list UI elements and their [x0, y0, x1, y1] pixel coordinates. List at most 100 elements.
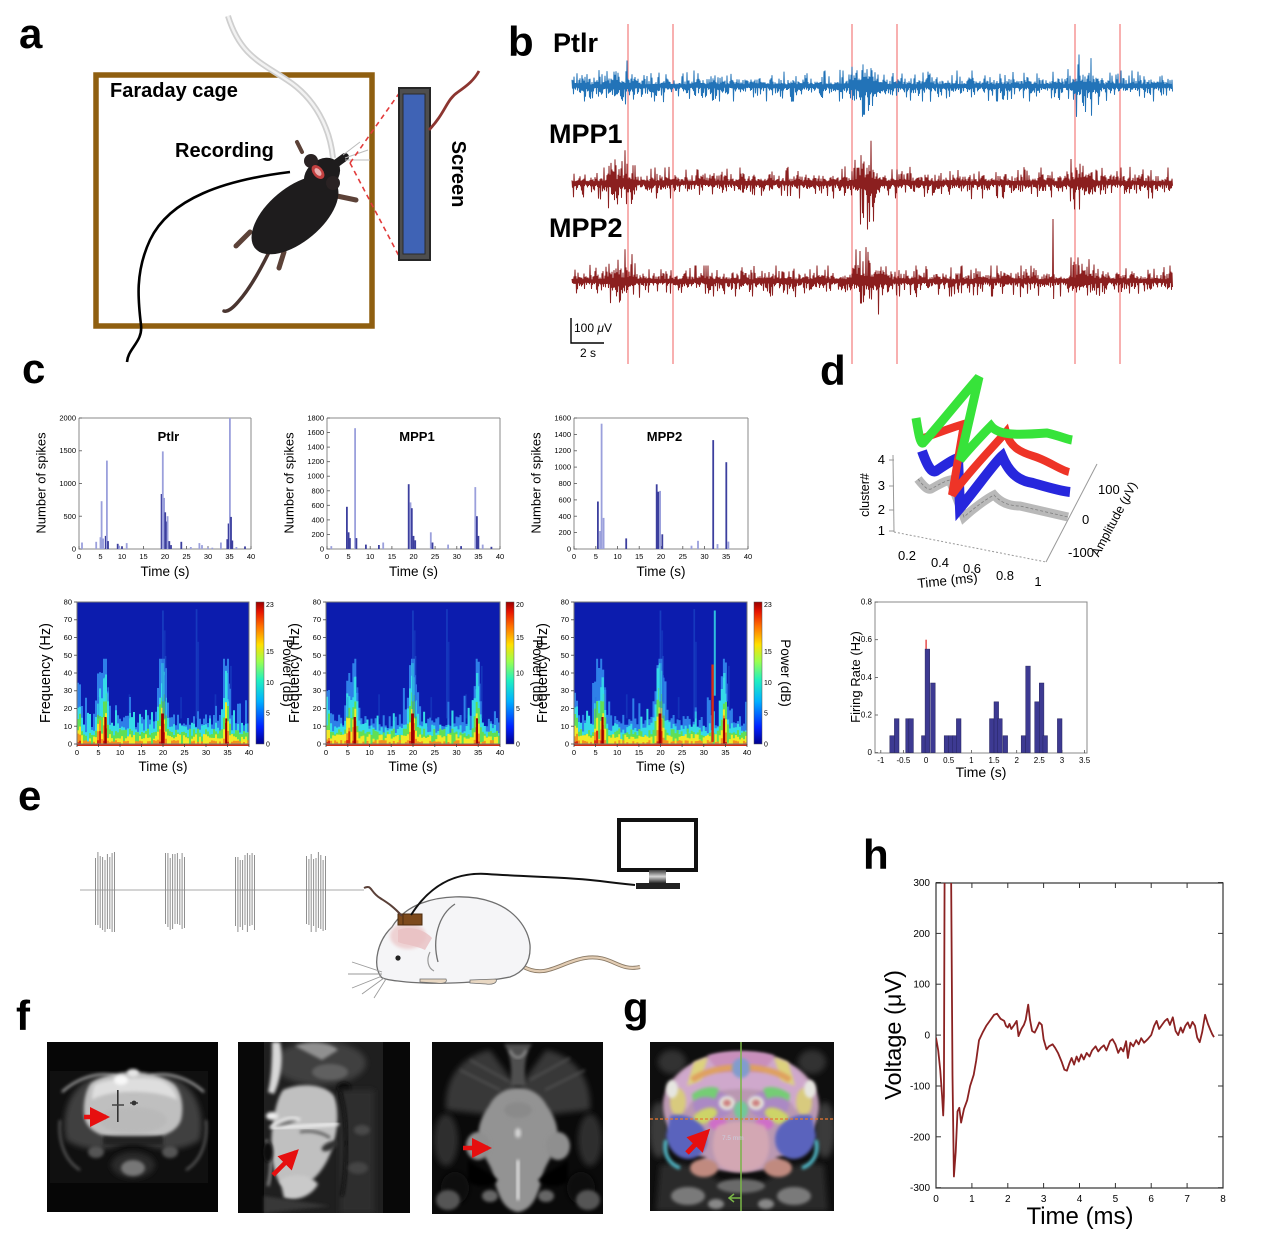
svg-text:0.8: 0.8 [861, 598, 873, 607]
svg-text:300: 300 [913, 878, 930, 889]
svg-text:70: 70 [313, 615, 321, 624]
svg-text:10: 10 [613, 748, 621, 757]
svg-text:Time (s): Time (s) [636, 759, 685, 774]
svg-text:3: 3 [1041, 1194, 1047, 1205]
svg-text:1: 1 [1034, 574, 1041, 589]
svg-text:5: 5 [516, 706, 520, 713]
svg-text:-1: -1 [877, 756, 885, 765]
svg-text:Time (ms): Time (ms) [917, 570, 978, 591]
svg-text:10: 10 [118, 552, 126, 561]
svg-text:500: 500 [63, 512, 76, 521]
svg-text:1: 1 [878, 523, 885, 538]
svg-text:0: 0 [565, 740, 569, 749]
svg-text:25: 25 [182, 552, 190, 561]
svg-text:1.5: 1.5 [988, 756, 1000, 765]
svg-text:f: f [16, 992, 31, 1039]
svg-text:20: 20 [161, 552, 169, 561]
svg-text:20: 20 [409, 748, 417, 757]
svg-text:1800: 1800 [307, 414, 324, 423]
svg-text:Time (ms): Time (ms) [1026, 1203, 1133, 1230]
svg-text:15: 15 [137, 748, 145, 757]
svg-text:0: 0 [868, 748, 873, 757]
svg-text:MPP2: MPP2 [647, 429, 682, 444]
svg-text:25: 25 [679, 552, 687, 561]
svg-text:50: 50 [561, 651, 569, 660]
svg-text:30: 30 [561, 686, 569, 695]
svg-text:Time (s): Time (s) [389, 759, 438, 774]
svg-text:Screen: Screen [447, 141, 469, 208]
svg-text:g: g [623, 984, 649, 1031]
svg-text:35: 35 [474, 552, 482, 561]
svg-text:2: 2 [1005, 1194, 1011, 1205]
svg-text:Frequency (Hz): Frequency (Hz) [38, 623, 54, 723]
svg-text:e: e [18, 772, 41, 819]
svg-text:10: 10 [313, 722, 321, 731]
svg-text:15: 15 [764, 649, 772, 656]
svg-text:30: 30 [700, 552, 708, 561]
svg-text:2000: 2000 [59, 414, 76, 423]
svg-text:0: 0 [924, 756, 929, 765]
svg-text:5: 5 [266, 711, 270, 718]
svg-text:5: 5 [96, 748, 100, 757]
svg-text:Number of spikes: Number of spikes [529, 432, 544, 534]
svg-text:20: 20 [409, 552, 417, 561]
svg-text:30: 30 [452, 748, 460, 757]
svg-text:20: 20 [657, 552, 665, 561]
svg-text:600: 600 [558, 495, 571, 504]
svg-text:1200: 1200 [554, 446, 571, 455]
svg-text:b: b [508, 18, 534, 65]
svg-text:0: 0 [924, 1031, 930, 1042]
svg-text:0: 0 [933, 1194, 939, 1205]
svg-text:10: 10 [516, 671, 524, 678]
svg-text:35: 35 [721, 748, 729, 757]
svg-text:100: 100 [1098, 482, 1120, 497]
svg-text:0: 0 [75, 748, 79, 757]
svg-text:2: 2 [1014, 756, 1019, 765]
svg-text:Time (s): Time (s) [139, 759, 188, 774]
svg-text:20: 20 [516, 602, 524, 609]
svg-text:1600: 1600 [307, 428, 324, 437]
svg-text:Faraday cage: Faraday cage [110, 80, 238, 102]
svg-text:10: 10 [365, 748, 373, 757]
svg-text:7.5 mm: 7.5 mm [722, 1135, 744, 1142]
svg-text:0: 0 [266, 742, 270, 749]
svg-text:Voltage (μV): Voltage (μV) [880, 970, 906, 1100]
svg-text:0: 0 [516, 742, 520, 749]
svg-text:Time (s): Time (s) [956, 764, 1007, 780]
svg-text:2: 2 [878, 502, 885, 517]
svg-text:0: 0 [325, 552, 329, 561]
svg-text:5: 5 [347, 552, 351, 561]
svg-text:5: 5 [346, 748, 350, 757]
svg-text:400: 400 [311, 515, 324, 524]
svg-text:35: 35 [474, 748, 482, 757]
svg-text:c: c [22, 345, 45, 392]
svg-text:800: 800 [558, 479, 571, 488]
svg-text:Firing Rate (Hz): Firing Rate (Hz) [848, 631, 863, 723]
svg-text:Frequency (Hz): Frequency (Hz) [535, 623, 551, 723]
svg-text:a: a [19, 10, 43, 57]
svg-text:Frequency (Hz): Frequency (Hz) [287, 623, 303, 723]
svg-text:800: 800 [311, 486, 324, 495]
svg-text:23: 23 [764, 602, 772, 609]
svg-text:0: 0 [1082, 512, 1089, 527]
svg-text:Recording: Recording [175, 140, 274, 162]
svg-text:20: 20 [313, 704, 321, 713]
svg-text:80: 80 [561, 598, 569, 607]
svg-text:1200: 1200 [307, 457, 324, 466]
svg-text:0.6: 0.6 [861, 635, 873, 644]
svg-text:-100: -100 [910, 1082, 930, 1093]
svg-text:6: 6 [1148, 1194, 1154, 1205]
svg-text:100 μV: 100 μV [574, 321, 612, 335]
svg-text:3: 3 [878, 478, 885, 493]
svg-text:60: 60 [313, 633, 321, 642]
svg-text:40: 40 [247, 552, 255, 561]
svg-text:Ptlr: Ptlr [553, 28, 599, 58]
svg-text:1000: 1000 [59, 479, 76, 488]
svg-text:Time (s): Time (s) [389, 564, 438, 579]
svg-text:MPP2: MPP2 [549, 213, 623, 243]
svg-text:15: 15 [266, 649, 274, 656]
svg-text:8: 8 [1220, 1194, 1226, 1205]
svg-text:10: 10 [116, 748, 124, 757]
svg-text:10: 10 [64, 722, 72, 731]
svg-text:-300: -300 [910, 1183, 930, 1194]
